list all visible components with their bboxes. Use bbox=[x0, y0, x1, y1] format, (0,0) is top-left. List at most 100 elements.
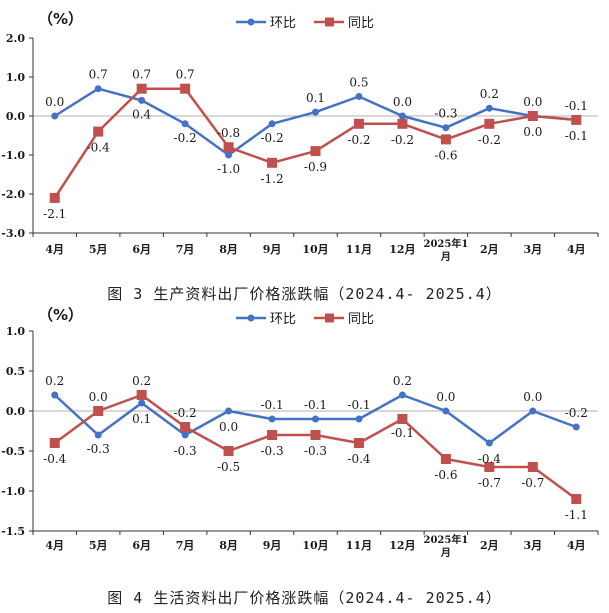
data-label-yoy: -0.6 bbox=[434, 148, 457, 162]
data-label-yoy: -1.2 bbox=[260, 172, 283, 186]
x-tick-label: 5月 bbox=[89, 243, 108, 256]
line-chart-producer-goods: （%） 环比 同比 -3.0 -2.0 -1.0 0.0 1.0 2.0 4月 5月 6月 7月 8月 9月… bbox=[1, 10, 599, 263]
data-label-mom: 0.1 bbox=[132, 412, 151, 426]
data-label-yoy: -0.2 bbox=[478, 133, 501, 147]
data-point-mom bbox=[138, 399, 146, 407]
data-label-mom: -0.3 bbox=[434, 107, 457, 121]
data-point-mom bbox=[225, 151, 233, 159]
data-label-mom: -0.1 bbox=[304, 398, 327, 412]
data-point-yoy bbox=[93, 126, 104, 137]
data-point-yoy bbox=[93, 406, 104, 416]
x-tick-label: 4月 bbox=[45, 539, 64, 552]
legend-marker-square bbox=[325, 313, 334, 323]
legend-label: 环比 bbox=[270, 16, 296, 31]
y-tick-label: -1.0 bbox=[1, 149, 25, 162]
legend-label: 同比 bbox=[348, 312, 374, 327]
data-point-mom bbox=[398, 391, 406, 399]
data-label-yoy: 0.0 bbox=[523, 125, 542, 139]
data-label-mom: 0.0 bbox=[523, 95, 542, 109]
data-point-mom bbox=[138, 96, 146, 104]
x-tick-label: 10月 bbox=[302, 539, 328, 552]
data-label-mom: -0.2 bbox=[565, 406, 588, 420]
data-point-yoy bbox=[180, 422, 191, 432]
data-point-yoy bbox=[49, 192, 60, 203]
chart-legend: 环比 同比 bbox=[236, 312, 374, 327]
data-point-yoy bbox=[571, 114, 582, 125]
chart-caption: 图 4 生活资料出厂价格涨跌幅（2024.4- 2025.4） bbox=[107, 589, 502, 607]
data-label-mom: -0.2 bbox=[174, 131, 197, 145]
data-point-mom bbox=[94, 85, 102, 93]
y-tick-label: -1.0 bbox=[1, 485, 25, 498]
chart-panel-producer-goods: （%） 环比 同比 -3.0 -2.0 -1.0 0.0 1.0 2.0 4月 5月 6月 7月 8月 9月… bbox=[1, 10, 599, 303]
data-label-yoy: -0.4 bbox=[87, 141, 111, 155]
x-tick-label: 2025年1 bbox=[423, 237, 468, 250]
data-point-mom bbox=[51, 112, 59, 120]
data-point-mom bbox=[572, 423, 580, 431]
x-tick-label: 5月 bbox=[89, 539, 108, 552]
data-point-mom bbox=[398, 112, 406, 120]
data-point-yoy bbox=[136, 83, 147, 94]
data-label-yoy: -0.1 bbox=[391, 426, 414, 440]
data-point-yoy bbox=[484, 462, 495, 472]
data-label-yoy: -0.2 bbox=[174, 406, 197, 420]
data-label-mom: -0.2 bbox=[260, 131, 283, 145]
data-label-mom: -0.3 bbox=[87, 442, 110, 456]
y-tick-label: 1.0 bbox=[6, 325, 25, 338]
y-axis-unit-label: （%） bbox=[38, 307, 83, 324]
data-point-yoy bbox=[267, 430, 278, 440]
legend-label: 同比 bbox=[348, 16, 374, 31]
data-point-mom bbox=[485, 439, 493, 447]
legend-item-yoy: 同比 bbox=[314, 312, 374, 327]
x-tick-label: 4月 bbox=[45, 243, 64, 256]
y-tick-label: -0.5 bbox=[1, 445, 25, 458]
data-point-mom bbox=[485, 104, 493, 112]
x-tick-label: 11月 bbox=[346, 243, 372, 256]
data-point-yoy bbox=[571, 494, 582, 504]
data-label-yoy: 0.2 bbox=[132, 374, 151, 388]
y-tick-label: -3.0 bbox=[1, 227, 25, 240]
data-label-mom: -1.0 bbox=[217, 162, 240, 176]
legend-marker-circle bbox=[247, 18, 255, 26]
y-tick-label: 2.0 bbox=[6, 32, 25, 45]
x-tick-label: 3月 bbox=[523, 539, 542, 552]
data-point-yoy bbox=[397, 414, 408, 424]
x-tick-label: 11月 bbox=[346, 539, 372, 552]
data-point-yoy bbox=[223, 446, 234, 456]
data-point-yoy bbox=[484, 118, 495, 129]
data-point-mom bbox=[442, 124, 450, 132]
x-tick-label: 4月 bbox=[567, 243, 586, 256]
legend-item-yoy: 同比 bbox=[314, 16, 374, 31]
data-label-mom: 0.0 bbox=[45, 95, 64, 109]
data-label-yoy: -0.3 bbox=[260, 444, 283, 458]
chart-legend: 环比 同比 bbox=[236, 16, 374, 31]
data-label-yoy: -0.7 bbox=[478, 476, 501, 490]
data-label-yoy: -0.1 bbox=[565, 129, 588, 143]
data-point-mom bbox=[529, 407, 537, 415]
data-point-yoy bbox=[180, 83, 191, 94]
legend-label: 环比 bbox=[270, 312, 296, 327]
data-label-mom: -0.3 bbox=[174, 444, 197, 458]
data-label-mom: -0.1 bbox=[347, 398, 370, 412]
data-label-yoy: 0.7 bbox=[176, 68, 195, 82]
data-label-mom: -0.1 bbox=[260, 398, 283, 412]
data-point-mom bbox=[268, 120, 276, 128]
data-point-yoy bbox=[527, 462, 538, 472]
chart-caption: 图 3 生产资料出厂价格涨跌幅（2024.4- 2025.4） bbox=[107, 285, 502, 303]
data-label-yoy: -0.3 bbox=[304, 444, 327, 458]
line-chart-consumer-goods: （%） 环比 同比 -1.5 -1.0 -0.5 0.0 0.5 1.0 4月 5月 6月 7月 8月 9月… bbox=[1, 307, 599, 559]
data-label-yoy: -0.2 bbox=[347, 133, 370, 147]
data-point-yoy bbox=[136, 390, 147, 400]
data-point-yoy bbox=[353, 438, 364, 448]
data-label-yoy: -0.7 bbox=[521, 476, 544, 490]
data-point-yoy bbox=[49, 438, 60, 448]
y-tick-label: 0.0 bbox=[6, 405, 25, 418]
data-label-yoy: -0.8 bbox=[217, 126, 240, 140]
data-label-yoy: 0.0 bbox=[89, 390, 108, 404]
data-label-yoy: -0.4 bbox=[347, 452, 371, 466]
x-tick-label: 6月 bbox=[132, 539, 151, 552]
x-tick-label: 4月 bbox=[567, 539, 586, 552]
legend-marker-square bbox=[325, 17, 334, 27]
y-tick-label: 0.5 bbox=[6, 365, 25, 378]
data-label-mom: 0.0 bbox=[219, 420, 238, 434]
data-label-mom: 0.2 bbox=[45, 374, 64, 388]
